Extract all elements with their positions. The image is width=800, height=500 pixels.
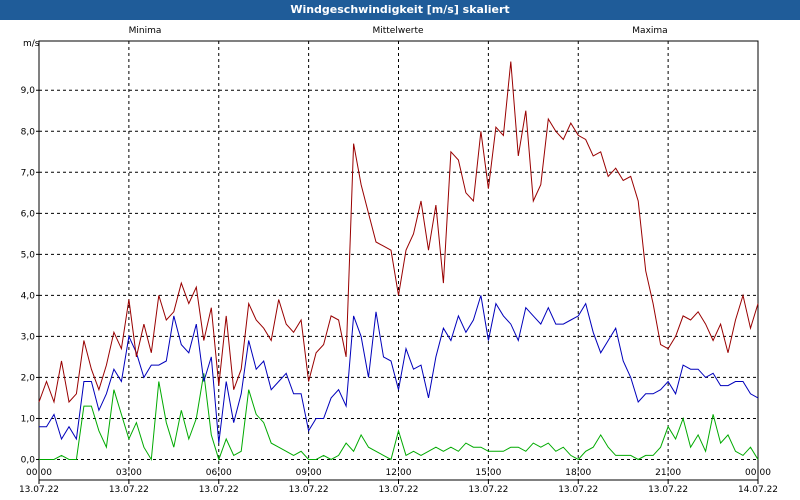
x-tick-time-label: 03:00 xyxy=(116,468,142,478)
x-tick-time-label: 12:00 xyxy=(386,468,412,478)
x-tick-date-label: 13.07.22 xyxy=(199,485,239,495)
series-line-mittelwerte xyxy=(39,295,759,444)
x-tick-date-label: 13.07.22 xyxy=(468,485,508,495)
x-tick-date-label: 13.07.22 xyxy=(648,485,688,495)
y-tick-label: 9,0 xyxy=(21,86,36,96)
series-line-maxima xyxy=(38,61,759,404)
x-tick-date-label: 13.07.22 xyxy=(558,485,598,495)
x-tick-date-label: 13.07.22 xyxy=(109,485,149,495)
x-tick-date-label: 13.07.22 xyxy=(19,485,59,495)
x-tick-time-label: 06:00 xyxy=(206,468,232,478)
series-line-minima xyxy=(39,373,759,462)
x-tick-time-label: 18:00 xyxy=(565,468,591,478)
x-tick-time-label: 09:00 xyxy=(296,468,322,478)
y-tick-label: 1,0 xyxy=(21,414,36,424)
legend-maxima: Maxima xyxy=(632,26,667,36)
y-tick-label: 5,0 xyxy=(21,250,36,260)
y-tick-label: 6,0 xyxy=(21,209,36,219)
x-tick-date-label: 13.07.22 xyxy=(289,485,329,495)
y-tick-label: 0,0 xyxy=(21,455,36,465)
y-axis-unit: m/s xyxy=(23,39,40,49)
x-tick-date-label: 14.07.22 xyxy=(738,485,778,495)
x-tick-date-label: 13.07.22 xyxy=(378,485,418,495)
series-lines xyxy=(38,61,759,462)
y-axis: 0,0 1,0 2,0 3,0 4,0 5,0 6,0 7,0 8,0 9,0 xyxy=(21,86,39,465)
y-tick-label: 4,0 xyxy=(21,291,36,301)
window-title: Windgeschwindigkeit [m/s] skaliert xyxy=(0,0,800,20)
y-tick-label: 2,0 xyxy=(21,373,36,383)
legend-minima: Minima xyxy=(129,26,162,36)
y-tick-label: 8,0 xyxy=(21,127,36,137)
x-tick-time-label: 00:00 xyxy=(26,468,52,478)
grid-lines xyxy=(39,41,758,480)
y-tick-label: 7,0 xyxy=(21,168,36,178)
y-tick-label: 3,0 xyxy=(21,332,36,342)
x-tick-time-label: 15:00 xyxy=(475,468,501,478)
x-tick-time-label: 21:00 xyxy=(655,468,681,478)
x-tick-time-label: 00:00 xyxy=(745,468,771,478)
legend-mittelwerte: Mittelwerte xyxy=(372,26,423,36)
wind-speed-chart: 0,0 1,0 2,0 3,0 4,0 5,0 6,0 7,0 8,0 9,0 00:00 13.0… xyxy=(19,26,778,495)
x-axis: 00:00 13.07.22 03:00 13.07.22 06:00 13.07.22 0… xyxy=(19,468,778,495)
